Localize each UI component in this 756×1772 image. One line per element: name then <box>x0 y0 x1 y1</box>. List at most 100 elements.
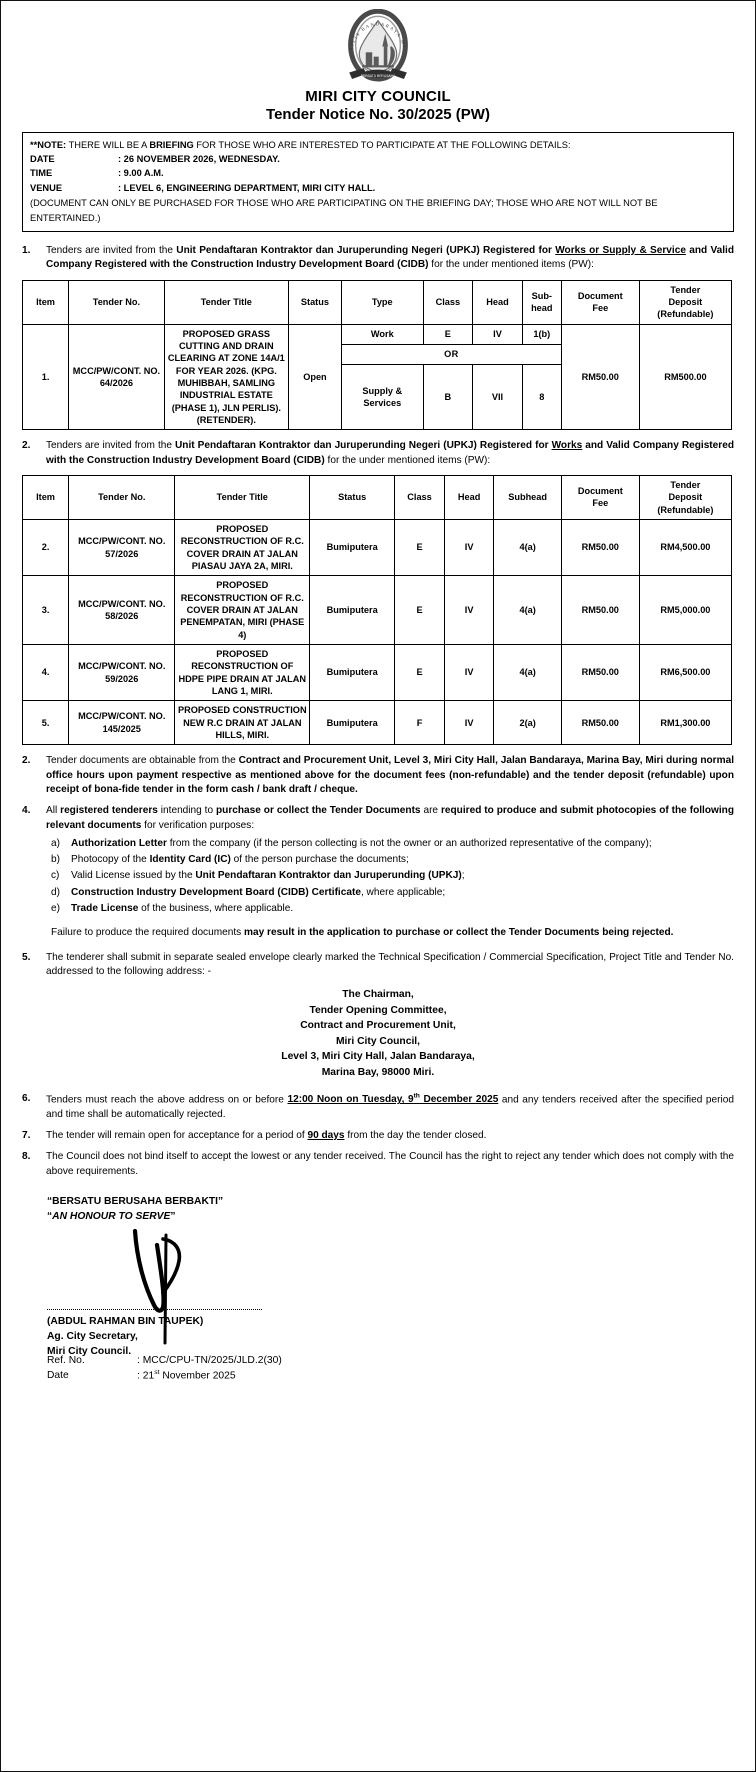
th2-deposit-line3: (Refundable) <box>657 504 714 515</box>
motto-quote-open: “ <box>47 1211 53 1222</box>
ref-value: : MCC/CPU-TN/2025/JLD.2(30) <box>137 1354 282 1366</box>
failure-text: Failure to produce the required document… <box>51 927 245 939</box>
signature-line <box>47 1308 262 1310</box>
tender-table-1: Item Tender No. Tender Title Status Type… <box>21 279 733 431</box>
td2-item: 4. <box>21 643 70 702</box>
td2-tender-deposit: RM6,500.00 <box>638 643 733 702</box>
td2-item: 3. <box>21 575 70 645</box>
th-tender-title: Tender Title <box>163 279 289 325</box>
organization-name: MIRI CITY COUNCIL <box>305 88 451 105</box>
signatory-organisation: Miri City Council. <box>47 1345 132 1357</box>
td-subhead-a: 1(b) <box>521 323 562 345</box>
required-documents-list: a) Authorization Letter from the company… <box>51 837 734 917</box>
th2-docfee-line2: Fee <box>592 498 609 509</box>
submission-address: The Chairman, Tender Opening Committee, … <box>17 987 739 1080</box>
clause-7-text: The tender will remain open for acceptan… <box>46 1129 734 1143</box>
td2-tender-title: PROPOSED RECONSTRUCTION OF R.C. COVER DR… <box>174 575 311 645</box>
list-pre-c: Valid License issued by the <box>71 870 196 882</box>
table-1-header-row: Item Tender No. Tender Title Status Type… <box>21 279 733 325</box>
council-motto: “BERSATU BERUSAHA BERBAKTI” “AN HONOUR T… <box>47 1195 734 1225</box>
clause-2-number: 2. <box>22 440 31 452</box>
clause-7: 7. The tender will remain open for accep… <box>22 1129 734 1143</box>
th-deposit-line3: (Refundable) <box>657 309 714 320</box>
list-pre-b: Photocopy of the <box>71 854 150 866</box>
td2-status: Bumiputera <box>309 518 396 577</box>
clause-7-period: 90 days <box>307 1130 345 1142</box>
failure-bold: may result in the application to purchas… <box>244 927 674 939</box>
note-venue-value: : LEVEL 6, ENGINEERING DEPARTMENT, MIRI … <box>118 182 376 193</box>
list-item: b) Photocopy of the Identity Card (IC) o… <box>51 853 734 867</box>
note-time-row: TIME : 9.00 A.M. <box>30 166 726 180</box>
clause-4-b2: purchase or collect the Tender Documents <box>216 805 421 817</box>
list-body-d: Construction Industry Development Board … <box>71 886 734 900</box>
table-row: 2. MCC/PW/CONT. NO. 57/2026 PROPOSED REC… <box>21 518 733 577</box>
notice-title: Tender Notice No. 30/2025 (PW) <box>266 106 490 124</box>
date-value-b: November 2025 <box>159 1370 236 1382</box>
date-row: Date : 21st November 2025 <box>47 1368 734 1384</box>
clause-7-t1: The tender will remain open for acceptan… <box>46 1130 308 1142</box>
list-rest-e: of the business, where applicable. <box>138 903 294 915</box>
td-tender-no: MCC/PW/CONT. NO. 64/2026 <box>68 323 165 431</box>
list-bold-a: Authorization Letter <box>71 837 167 849</box>
clause-5: 5. The tenderer shall submit in separate… <box>22 951 734 980</box>
date-value: : 21st November 2025 <box>137 1368 734 1384</box>
td2-class: F <box>394 700 445 746</box>
th2-status: Status <box>309 474 396 520</box>
motto-line-malay: “BERSATU BERUSAHA BERBAKTI” <box>47 1196 224 1208</box>
clause-3-b1: Contract and Procurement Unit, Level 3, … <box>46 755 734 795</box>
td-type-a: Work <box>341 323 424 345</box>
motto-line-english-wrap: “AN HONOUR TO SERVE” <box>47 1210 734 1225</box>
td2-head: IV <box>443 700 495 746</box>
list-marker-b: b) <box>51 854 60 866</box>
td-class-b: B <box>422 364 474 431</box>
clause-2-b1: Unit Pendaftaran Kontraktor dan Juruperu… <box>175 440 552 452</box>
list-bold-e: Trade License <box>71 903 139 915</box>
th2-deposit-line1: Tender <box>670 479 701 490</box>
list-body-a: Authorization Letter from the company (i… <box>71 837 734 851</box>
td2-item: 5. <box>21 700 70 746</box>
clause-5-text: The tenderer shall submit in separate se… <box>46 951 734 978</box>
list-rest-b: of the person purchase the documents; <box>230 854 409 866</box>
td2-document-fee: RM50.00 <box>560 575 640 645</box>
crest-container: MAJLIS BANDARAYA MIRI BERSATU BERUSAHA <box>17 9 739 87</box>
crest-ribbon: BERSATU BERUSAHA <box>349 68 407 79</box>
address-line: Contract and Procurement Unit, <box>300 1020 456 1032</box>
signatory-details: (ABDUL RAHMAN BIN TAUPEK) Ag. City Secre… <box>47 1315 203 1360</box>
list-item: c) Valid License issued by the Unit Pend… <box>51 869 734 883</box>
clause-4-t4: for verification purposes: <box>141 819 255 831</box>
td2-document-fee: RM50.00 <box>560 700 640 746</box>
clause-7-t2: from the day the tender closed. <box>344 1130 487 1142</box>
clause-1-u1: Works or Supply & Service <box>555 245 686 257</box>
list-body-c: Valid License issued by the Unit Pendaft… <box>71 869 734 883</box>
clause-6-deadline-sup: th <box>413 1093 420 1101</box>
clause-2: 2. Tenders are invited from the Unit Pen… <box>22 439 734 468</box>
th2-item: Item <box>21 474 70 520</box>
clause-6-deadline-a: 12:00 Noon on Tuesday, 9 <box>287 1094 414 1106</box>
clause-6: 6. Tenders must reach the above address … <box>22 1092 734 1122</box>
reference-row: Ref. No. : MCC/CPU-TN/2025/JLD.2(30) <box>47 1353 734 1368</box>
td-status: Open <box>287 323 343 431</box>
clause-4-number: 4. <box>22 805 31 817</box>
briefing-note-box: **NOTE: THERE WILL BE A BRIEFING FOR THO… <box>22 131 734 233</box>
clause-4-t1: All <box>46 805 61 817</box>
note-heading-line: **NOTE: THERE WILL BE A BRIEFING FOR THO… <box>30 138 726 152</box>
note-parenthetical: (DOCUMENT CAN ONLY BE PURCHASED FOR THOS… <box>30 198 658 223</box>
th-subhead-line2: head <box>531 303 553 314</box>
th-status: Status <box>287 279 343 325</box>
td2-head: IV <box>443 575 495 645</box>
td2-subhead: 4(a) <box>493 575 562 645</box>
address-line: Marina Bay, 98000 Miri. <box>321 1066 435 1078</box>
th2-document-fee: Document Fee <box>560 474 640 520</box>
td-head-b: VII <box>472 364 523 431</box>
date-label: Date <box>47 1370 69 1382</box>
th-document-fee: Document Fee <box>560 279 640 325</box>
list-marker-a: a) <box>51 837 60 849</box>
note-line1-a: THERE WILL BE A <box>66 139 150 150</box>
note-time-value: : 9.00 A.M. <box>118 168 164 179</box>
signature-block: (ABDUL RAHMAN BIN TAUPEK) Ag. City Secre… <box>47 1225 734 1357</box>
th-subhead: Sub-head <box>521 279 562 325</box>
td2-tender-deposit: RM4,500.00 <box>638 518 733 577</box>
date-value-sup: st <box>154 1369 160 1377</box>
list-item: a) Authorization Letter from the company… <box>51 837 734 851</box>
th2-tender-deposit: Tender Deposit (Refundable) <box>638 474 733 520</box>
